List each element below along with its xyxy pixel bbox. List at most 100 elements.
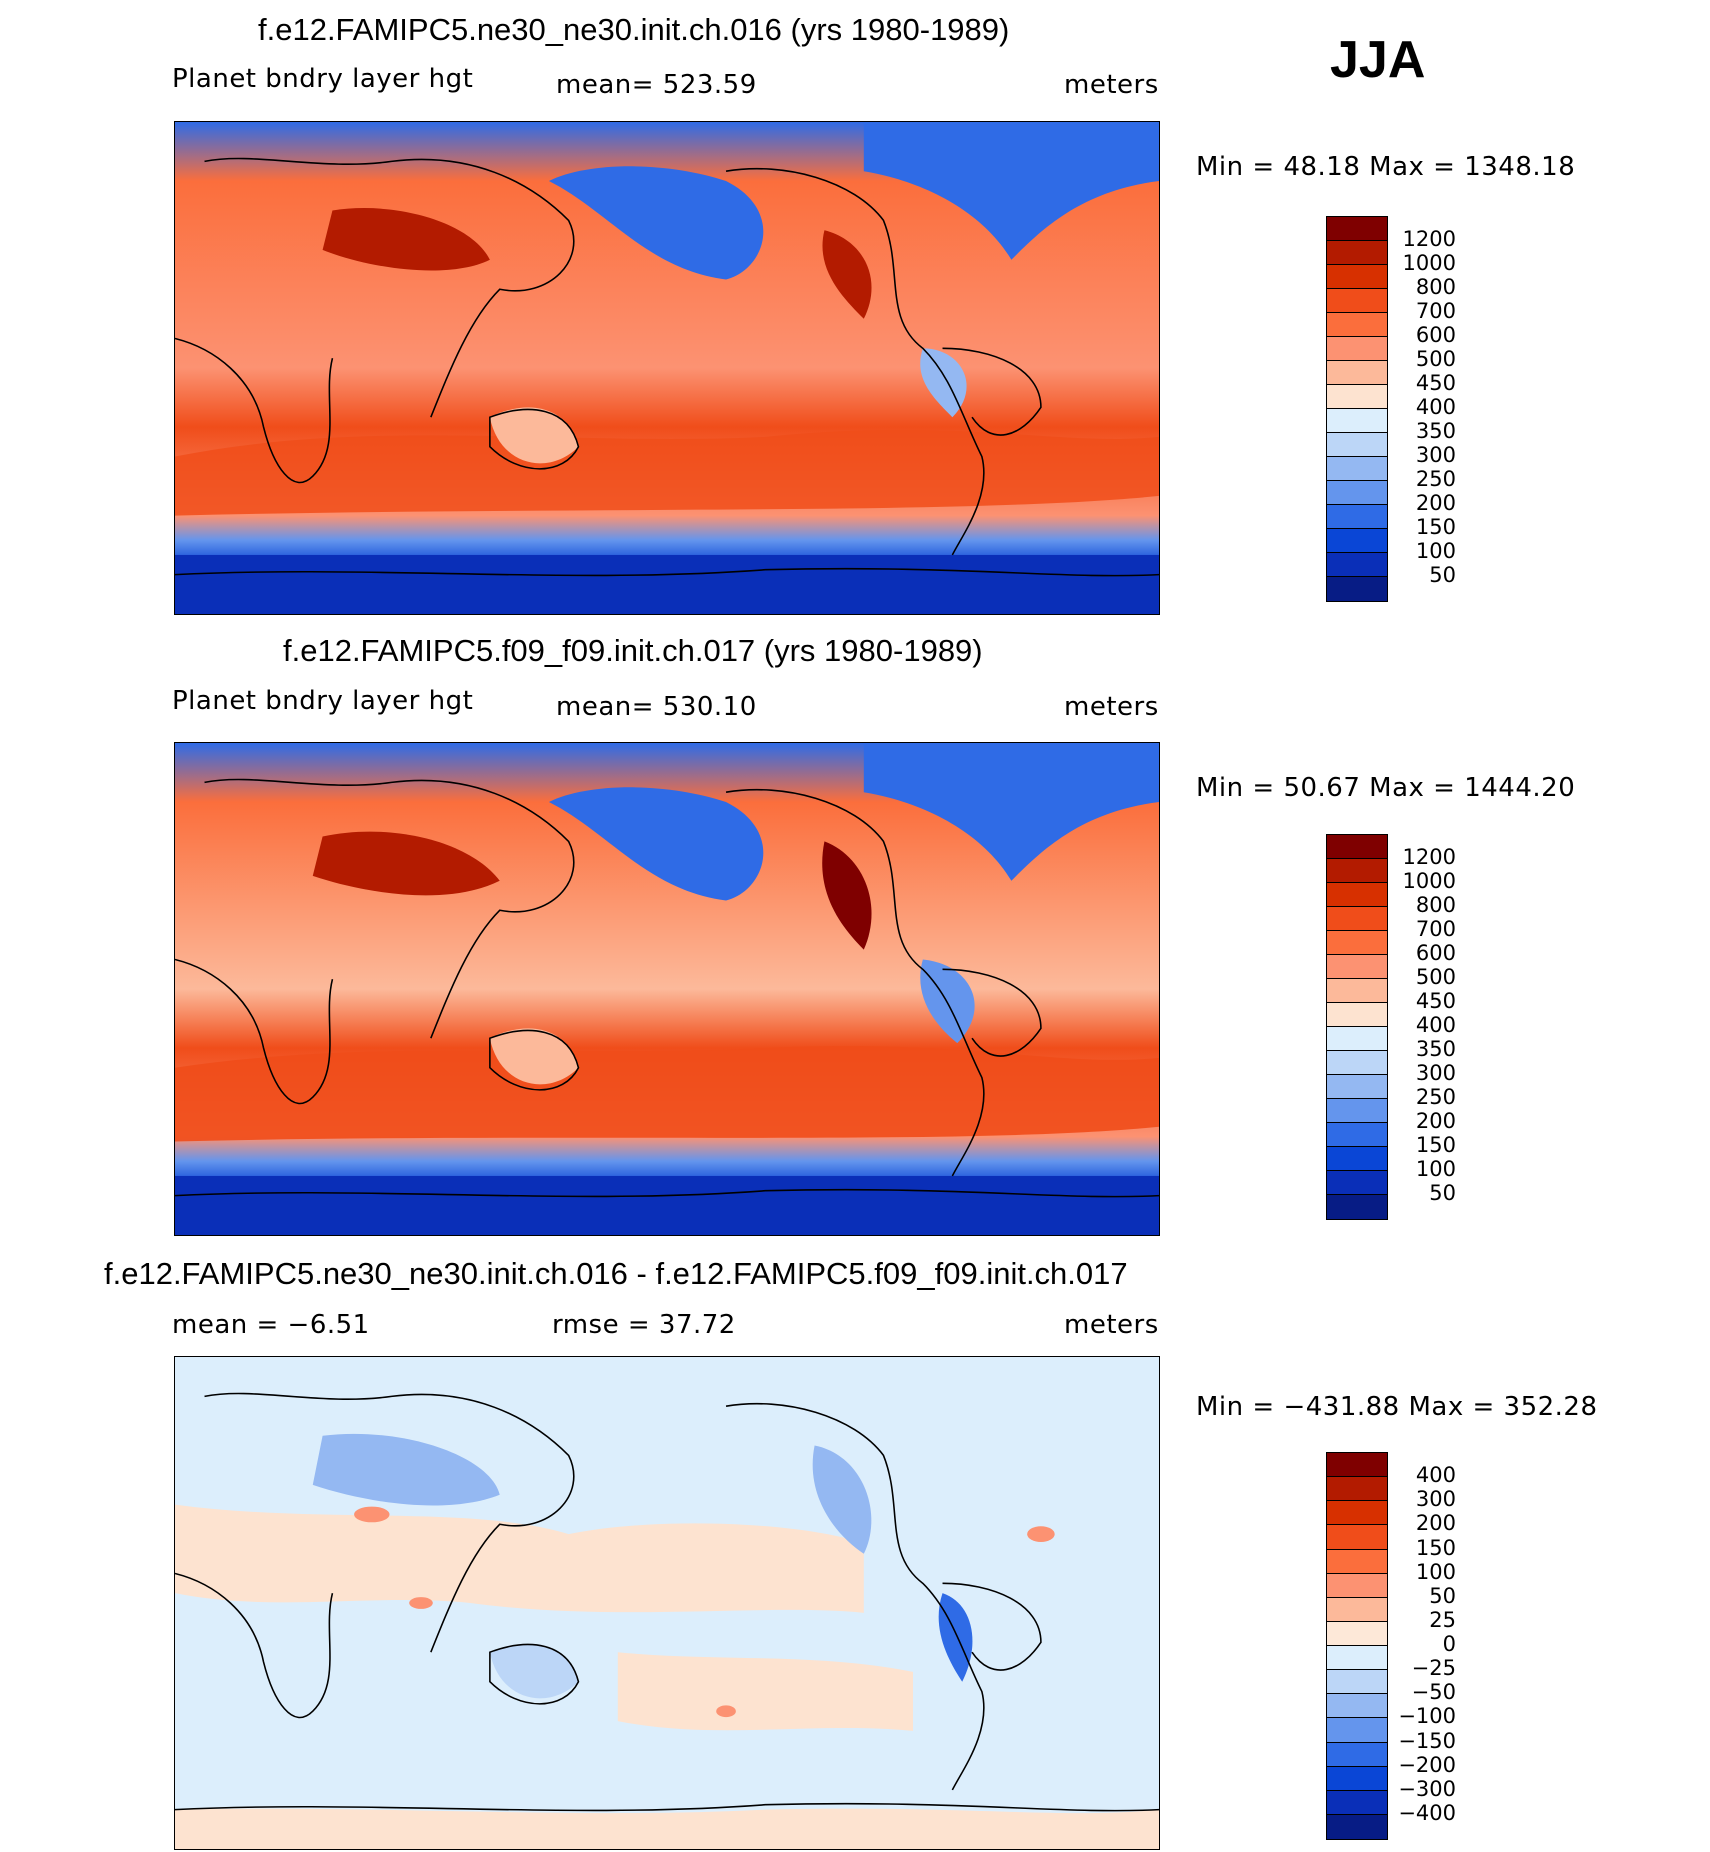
panel-1-colorbar-swatch: [1327, 385, 1387, 409]
panel-1-colorbar-swatch: [1327, 337, 1387, 361]
panel-2-colorbar-swatch: [1327, 1195, 1387, 1219]
panel-2-colorbar-swatch: [1327, 1123, 1387, 1147]
panel-3-colorbar: [1326, 1452, 1388, 1840]
panel-3-colorbar-swatch: [1327, 1718, 1387, 1743]
panel-2-colorbar-label: 700: [1415, 917, 1456, 941]
panel-2-colorbar-label: 350: [1415, 1037, 1456, 1061]
panel-1-colorbar-label: 800: [1415, 275, 1456, 299]
panel-3-colorbar-label: −200: [1398, 1752, 1456, 1777]
panel-3-colorbar-swatch: [1327, 1549, 1387, 1574]
panel-3-units: meters: [1064, 1310, 1159, 1340]
panel-1-colorbar-swatch: [1327, 481, 1387, 505]
panel-2-colorbar-swatch: [1327, 1003, 1387, 1027]
panel-1-colorbar-label: 100: [1415, 539, 1456, 563]
panel-1-colorbar-swatch: [1327, 577, 1387, 601]
panel-1-colorbar-label: 700: [1415, 299, 1456, 323]
panel-1-colorbar-swatch: [1327, 289, 1387, 313]
panel-2-colorbar-swatch: [1327, 931, 1387, 955]
panel-1-colorbar-swatch: [1327, 241, 1387, 265]
panel-1-colorbar-label: 450: [1415, 371, 1456, 395]
panel-2-variable: Planet bndry layer hgt: [172, 686, 474, 716]
panel-2-colorbar-swatch: [1327, 859, 1387, 883]
panel-2-colorbar-label: 150: [1415, 1133, 1456, 1157]
panel-1-colorbar-label: 1200: [1402, 227, 1456, 251]
panel-1-colorbar-label: 300: [1415, 443, 1456, 467]
panel-1-colorbar-swatch: [1327, 433, 1387, 457]
panel-2-map: [174, 742, 1160, 1236]
panel-1-mean: mean= 523.59: [556, 70, 757, 100]
panel-2-minmax: Min = 50.67 Max = 1444.20: [1196, 773, 1576, 803]
panel-1-map: [174, 121, 1160, 615]
panel-2-colorbar-swatch: [1327, 1171, 1387, 1195]
panel-1-colorbar-label: 400: [1415, 395, 1456, 419]
panel-2-colorbar-label: 600: [1415, 941, 1456, 965]
panel-1-colorbar: [1326, 216, 1388, 602]
panel-2-colorbar-label: 100: [1415, 1157, 1456, 1181]
panel-3-colorbar-swatch: [1327, 1621, 1387, 1646]
panel-3-colorbar-swatch: [1327, 1670, 1387, 1695]
panel-2-colorbar-label: 300: [1415, 1061, 1456, 1085]
panel-1-colorbar-segments: [1327, 217, 1387, 601]
panel-1-title: f.e12.FAMIPC5.ne30_ne30.init.ch.016 (yrs…: [258, 12, 1010, 47]
panel-2-colorbar-label: 450: [1415, 989, 1456, 1013]
panel-3-minmax: Min = −431.88 Max = 352.28: [1196, 1392, 1598, 1422]
panel-2-title: f.e12.FAMIPC5.f09_f09.init.ch.017 (yrs 1…: [283, 633, 983, 668]
panel-2-colorbar-swatch: [1327, 907, 1387, 931]
panel-2-mean: mean= 530.10: [556, 692, 757, 722]
panel-2-colorbar-swatch: [1327, 955, 1387, 979]
panel-1-colorbar-swatch: [1327, 313, 1387, 337]
panel-3-colorbar-swatch: [1327, 1766, 1387, 1791]
panel-1-colorbar-label: 200: [1415, 491, 1456, 515]
panel-3-map-graphic: [175, 1357, 1159, 1849]
panel-3-colorbar-swatch: [1327, 1501, 1387, 1526]
panel-1-colorbar-swatch: [1327, 529, 1387, 553]
panel-3-colorbar-label: 50: [1429, 1583, 1456, 1608]
season-label: JJA: [1330, 31, 1426, 89]
panel-3-colorbar-swatch: [1327, 1694, 1387, 1719]
panel-1-colorbar-label: 50: [1429, 563, 1456, 587]
panel-2-colorbar: [1326, 834, 1388, 1220]
panel-2-colorbar-label: 1000: [1402, 869, 1456, 893]
panel-1-variable: Planet bndry layer hgt: [172, 64, 474, 94]
panel-3-colorbar-segments: [1327, 1453, 1387, 1839]
panel-2-colorbar-swatch: [1327, 1051, 1387, 1075]
panel-2-colorbar-label: 1200: [1402, 845, 1456, 869]
panel-3-colorbar-label: 200: [1415, 1511, 1456, 1536]
panel-1-colorbar-label: 500: [1415, 347, 1456, 371]
panel-2-map-graphic: [175, 743, 1159, 1235]
panel-1-colorbar-label: 600: [1415, 323, 1456, 347]
panel-3-colorbar-swatch: [1327, 1597, 1387, 1622]
panel-3-colorbar-label: −100: [1398, 1704, 1456, 1729]
panel-3-mean: mean = −6.51: [172, 1310, 370, 1340]
panel-1-minmax: Min = 48.18 Max = 1348.18: [1196, 152, 1576, 182]
panel-2-colorbar-swatch: [1327, 883, 1387, 907]
panel-1-colorbar-label: 1000: [1402, 251, 1456, 275]
panel-1-colorbar-swatch: [1327, 409, 1387, 433]
panel-3-colorbar-label: −50: [1411, 1680, 1456, 1705]
panel-1-colorbar-swatch: [1327, 457, 1387, 481]
panel-3-colorbar-label: 100: [1415, 1559, 1456, 1584]
panel-3-colorbar-label: 0: [1442, 1632, 1456, 1656]
panel-3-colorbar-label: 400: [1415, 1463, 1456, 1488]
panel-3-colorbar-swatch: [1327, 1790, 1387, 1815]
panel-1-colorbar-swatch: [1327, 553, 1387, 577]
panel-2-colorbar-segments: [1327, 835, 1387, 1219]
panel-3-rmse: rmse = 37.72: [552, 1310, 736, 1340]
panel-1-map-graphic: [175, 122, 1159, 614]
panel-2-colorbar-label: 500: [1415, 965, 1456, 989]
panel-3-colorbar-swatch: [1327, 1814, 1387, 1839]
panel-3-colorbar-label: 25: [1429, 1607, 1456, 1632]
panel-2-colorbar-label: 400: [1415, 1013, 1456, 1037]
panel-3-colorbar-label: −400: [1398, 1800, 1456, 1825]
panel-3-colorbar-label: 150: [1415, 1535, 1456, 1560]
panel-3-colorbar-swatch: [1327, 1646, 1387, 1671]
panel-2-colorbar-swatch: [1327, 1027, 1387, 1051]
panel-1-colorbar-swatch: [1327, 505, 1387, 529]
panel-3-colorbar-label: −150: [1398, 1728, 1456, 1753]
panel-2-colorbar-label: 200: [1415, 1109, 1456, 1133]
panel-3-colorbar-swatch: [1327, 1477, 1387, 1502]
panel-1-colorbar-swatch: [1327, 265, 1387, 289]
panel-1-colorbar-swatch: [1327, 217, 1387, 241]
panel-2-colorbar-swatch: [1327, 835, 1387, 859]
panel-2-colorbar-label: 50: [1429, 1181, 1456, 1205]
